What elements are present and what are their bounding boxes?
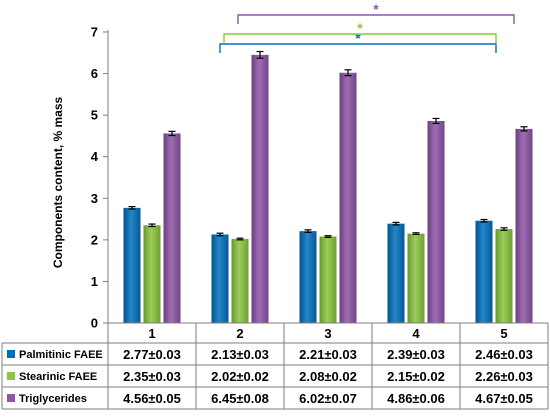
bar xyxy=(427,120,445,323)
significance-bracket xyxy=(223,33,497,43)
data-label: 2.15±0.02 xyxy=(387,369,445,384)
bar xyxy=(163,133,181,323)
data-label: 4.56±0.05 xyxy=(123,391,181,406)
significance-star: * xyxy=(355,30,361,46)
data-label: 6.02±0.07 xyxy=(299,391,357,406)
legend-swatch xyxy=(7,394,15,402)
data-label: 4.86±0.06 xyxy=(387,391,445,406)
y-tick-label: 2 xyxy=(91,232,98,247)
bar xyxy=(143,225,161,323)
data-label: 2.35±0.03 xyxy=(123,369,181,384)
y-axis-label: Components content, % mass xyxy=(51,96,65,268)
legend-label: Triglycerides xyxy=(19,393,87,405)
bar xyxy=(231,239,249,323)
x-tick-label: 5 xyxy=(500,326,507,341)
data-label: 2.77±0.03 xyxy=(123,347,181,362)
significance-bracket xyxy=(219,43,497,53)
data-label: 2.13±0.03 xyxy=(211,347,269,362)
y-tick-label: 3 xyxy=(91,191,98,206)
bar xyxy=(211,234,229,323)
legend-swatch xyxy=(7,372,15,380)
data-label: 6.45±0.08 xyxy=(211,391,269,406)
bar xyxy=(515,128,533,323)
x-tick-label: 3 xyxy=(324,326,331,341)
bar xyxy=(475,220,493,323)
bar xyxy=(123,207,141,323)
data-label: 2.26±0.03 xyxy=(475,369,533,384)
bar xyxy=(319,236,337,323)
y-tick-label: 5 xyxy=(91,108,98,123)
bar xyxy=(299,231,317,323)
bar xyxy=(407,233,425,323)
legend-label: Stearinic FAEE xyxy=(19,371,97,383)
legend-swatch xyxy=(7,350,15,358)
significance-star: * xyxy=(373,1,379,17)
data-label: 2.21±0.03 xyxy=(299,347,357,362)
y-tick-label: 1 xyxy=(91,274,98,289)
bar xyxy=(339,72,357,324)
bar xyxy=(387,223,405,323)
x-tick-label: 2 xyxy=(236,326,243,341)
data-label: 4.67±0.05 xyxy=(475,391,533,406)
x-tick-label: 1 xyxy=(148,326,155,341)
significance-star: * xyxy=(357,20,363,36)
significance-bracket xyxy=(237,14,515,24)
data-label: 2.39±0.03 xyxy=(387,347,445,362)
legend-label: Palmitinic FAEE xyxy=(19,349,103,361)
y-tick-label: 0 xyxy=(91,316,98,331)
y-tick-label: 7 xyxy=(91,25,98,40)
data-label: 2.02±0.02 xyxy=(211,369,269,384)
x-tick-label: 4 xyxy=(412,326,420,341)
y-tick-label: 4 xyxy=(91,149,99,164)
bar xyxy=(495,229,513,323)
data-label: 2.08±0.02 xyxy=(299,369,357,384)
data-label: 2.46±0.03 xyxy=(475,347,533,362)
y-tick-label: 6 xyxy=(91,66,98,81)
bar xyxy=(251,54,269,323)
